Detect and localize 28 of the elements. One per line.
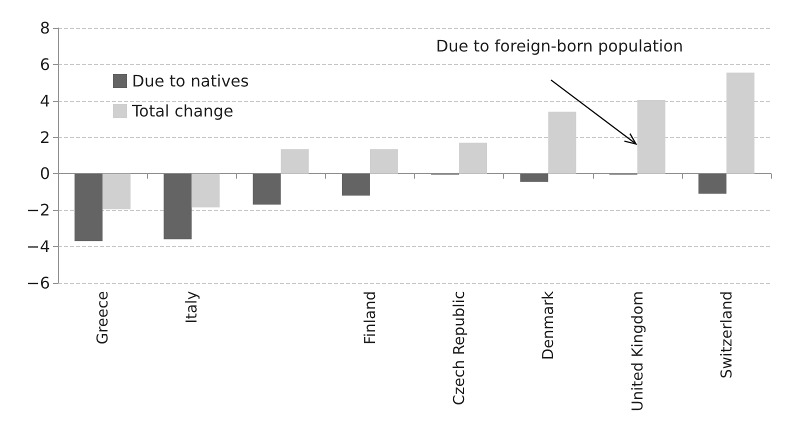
x-tick-label: Greece [94, 291, 112, 344]
bar [280, 149, 309, 174]
x-tick-label: Switzerland [717, 291, 736, 378]
bar [74, 174, 103, 242]
y-tick-label: −6 [26, 274, 50, 292]
bar [698, 174, 726, 194]
y-tick-label: 8 [40, 18, 50, 38]
x-tick-label: Italy [182, 290, 201, 324]
bar [252, 174, 281, 205]
legend-label: Due to natives [132, 72, 249, 90]
x-tick-label: Finland [360, 291, 379, 345]
x-tick-label: Czech Republic [450, 291, 468, 406]
bar [520, 174, 548, 182]
legend-label: Total change [131, 102, 234, 120]
y-tick-label: 6 [40, 54, 50, 74]
bar [342, 174, 370, 196]
x-tick-label: Denmark [539, 290, 558, 360]
bar [370, 149, 398, 174]
annotation: Due to foreign-born population [436, 36, 684, 56]
y-tick-label: 0 [40, 164, 50, 184]
bar [192, 174, 220, 208]
bar [164, 174, 192, 240]
x-tick-label: United Kingdom [628, 291, 646, 412]
y-tick-label: 2 [40, 128, 50, 147]
y-tick-label: 4 [40, 91, 50, 110]
bar [459, 142, 488, 174]
y-tick-label: −4 [26, 237, 50, 256]
y-tick-label: −2 [26, 200, 50, 220]
